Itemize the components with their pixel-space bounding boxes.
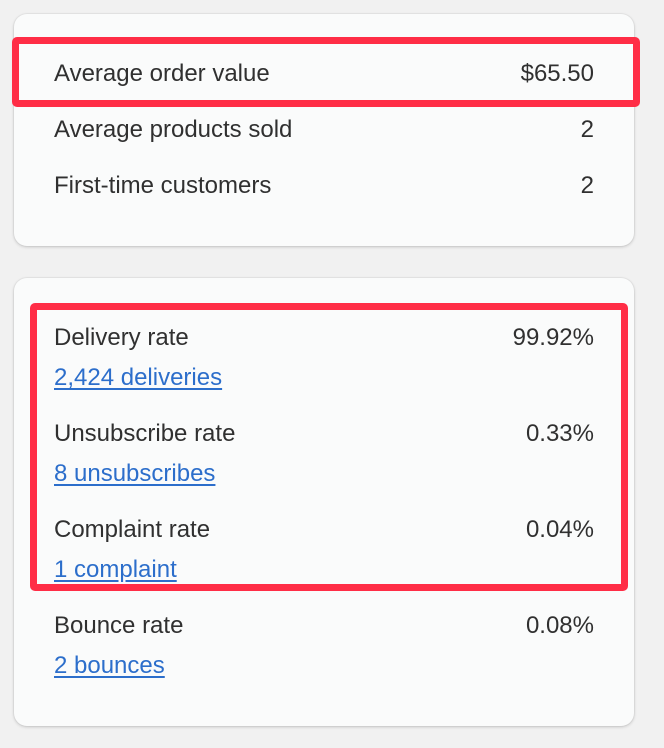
email-metrics-card: Delivery rate 99.92% 2,424 deliveries Un… <box>14 278 634 726</box>
delivery-rate-label: Delivery rate <box>54 324 189 351</box>
average-products-sold-row: Average products sold 2 <box>54 114 594 146</box>
sales-summary-card: Average order value $65.50 Average produ… <box>14 14 634 246</box>
average-products-sold-label: Average products sold <box>54 116 293 143</box>
average-order-value-value: $65.50 <box>520 60 594 87</box>
complaints-link[interactable]: 1 complaint <box>54 556 177 583</box>
first-time-customers-value: 2 <box>580 172 594 199</box>
bounce-rate-value: 0.08% <box>525 612 594 639</box>
bounce-rate-row: Bounce rate 0.08% <box>54 610 594 642</box>
bounces-link[interactable]: 2 bounces <box>54 652 165 679</box>
complaint-rate-label: Complaint rate <box>54 516 211 543</box>
bounce-rate-label: Bounce rate <box>54 612 184 639</box>
unsubscribe-rate-row: Unsubscribe rate 0.33% <box>54 418 594 450</box>
first-time-customers-row: First-time customers 2 <box>54 170 594 202</box>
deliveries-link[interactable]: 2,424 deliveries <box>54 364 223 391</box>
first-time-customers-label: First-time customers <box>54 172 272 199</box>
unsubscribe-rate-value: 0.33% <box>525 420 594 447</box>
complaint-rate-row: Complaint rate 0.04% <box>54 514 594 546</box>
average-order-value-row: Average order value $65.50 <box>54 58 594 90</box>
average-order-value-label: Average order value <box>54 60 270 87</box>
delivery-rate-value: 99.92% <box>512 324 594 351</box>
average-products-sold-value: 2 <box>580 116 594 143</box>
delivery-rate-row: Delivery rate 99.92% <box>54 322 594 354</box>
unsubscribe-rate-label: Unsubscribe rate <box>54 420 236 447</box>
unsubscribes-link[interactable]: 8 unsubscribes <box>54 460 216 487</box>
complaint-rate-value: 0.04% <box>525 516 594 543</box>
